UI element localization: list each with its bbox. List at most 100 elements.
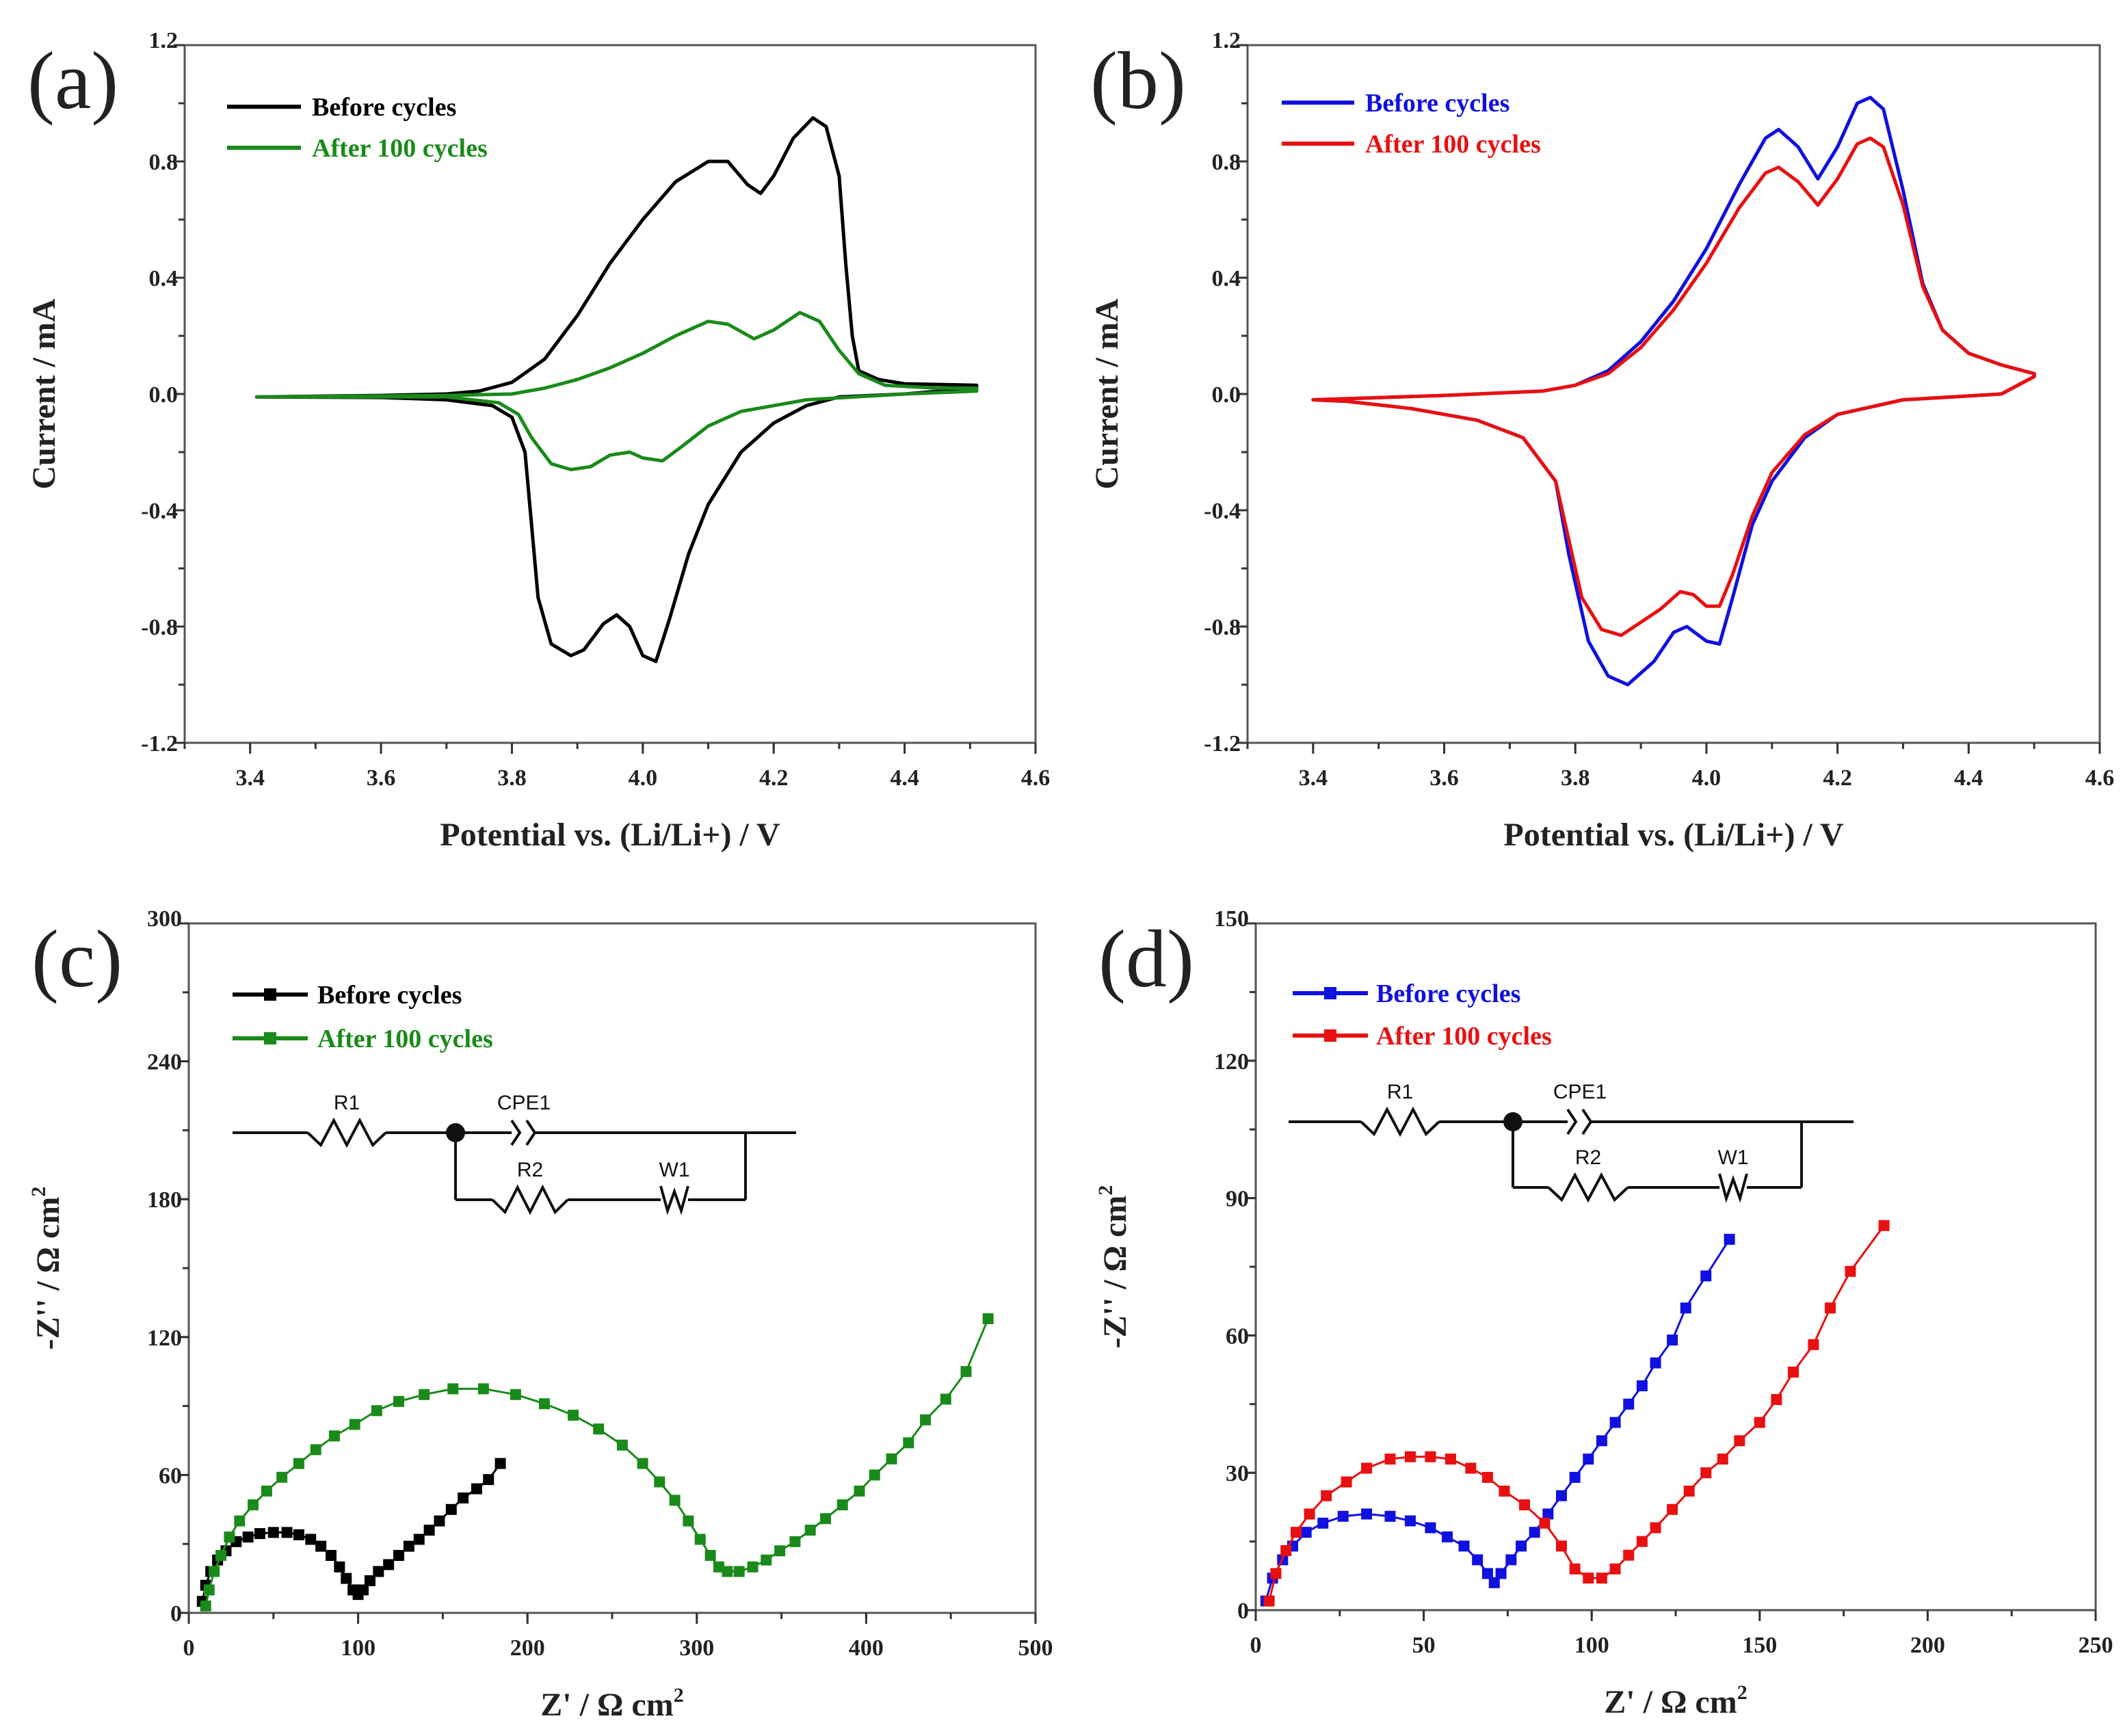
data-point-marker [1596, 1435, 1607, 1447]
panel-label: (c) [31, 913, 122, 1004]
data-point-marker [1361, 1462, 1373, 1474]
data-point-marker [1481, 1568, 1493, 1579]
data-point-marker [371, 1405, 382, 1417]
data-point-marker [423, 1525, 435, 1536]
data-point-marker [1583, 1454, 1594, 1465]
x-axis-label: Potential vs. (Li/Li+) / V [1503, 817, 1843, 853]
data-point-marker [1518, 1499, 1530, 1511]
x-axis-unit-superscript: 2 [1737, 1681, 1748, 1704]
legend-label: After 100 cycles [312, 134, 488, 163]
resistor-r1-icon [306, 1117, 387, 1148]
data-point-marker [733, 1566, 745, 1577]
data-point-marker [940, 1393, 951, 1405]
data-point-marker [242, 1531, 254, 1543]
series-before-cycles [1260, 1233, 1735, 1607]
data-point-marker [234, 1515, 246, 1527]
x-tick-label: 300 [679, 1635, 714, 1661]
data-point-marker [1458, 1540, 1470, 1552]
data-point-marker [1583, 1573, 1594, 1584]
data-point-marker [1263, 1595, 1275, 1607]
data-point-marker [869, 1469, 880, 1481]
y-tick-label: 0 [1237, 1599, 1249, 1624]
data-point-marker [1636, 1380, 1648, 1392]
data-point-marker [1555, 1490, 1567, 1501]
data-point-marker [358, 1584, 369, 1596]
y-axis-label-text: -Z'' / Ω cm [1097, 1196, 1133, 1349]
y-tick-label: -1.2 [1204, 731, 1241, 757]
x-tick-label: 500 [1018, 1635, 1053, 1661]
data-point-marker [1623, 1398, 1635, 1410]
chart-panel-b: 3.4 3.6 3.8 4.0 4.2 4.4 4.6 -1.2 -0.8 -0.4 0.0 0.4 0… [1089, 28, 2114, 853]
data-point-marker [373, 1566, 384, 1577]
data-point-marker [903, 1437, 914, 1449]
data-point-marker [203, 1584, 215, 1596]
y-tick-label: 150 [1214, 906, 1249, 932]
x-tick-label: 3.4 [1299, 765, 1328, 791]
data-point-marker [1321, 1490, 1332, 1501]
data-point-marker [349, 1419, 360, 1430]
y-axis-unit-superscript: 2 [1094, 1185, 1117, 1196]
data-point-marker [1683, 1485, 1695, 1497]
data-point-marker [315, 1540, 327, 1552]
legend-label: Before cycles [312, 93, 456, 122]
data-point-marker [445, 1503, 457, 1515]
x-axis-label: Potential vs. (Li/Li+) / V [440, 817, 780, 853]
x-tick-label: 3.6 [367, 765, 396, 791]
y-tick-label: -0.8 [141, 615, 178, 640]
x-tick-label: 4.2 [759, 765, 789, 791]
series-before-cycles [254, 116, 979, 663]
legend-label: Before cycles [1365, 89, 1509, 118]
data-point-marker [334, 1561, 345, 1573]
data-point-marker [1878, 1220, 1890, 1231]
series-line [254, 116, 979, 663]
data-point-marker [1667, 1503, 1678, 1515]
y-tick-label: 240 [147, 1050, 182, 1075]
data-point-marker [1734, 1435, 1745, 1447]
legend-marker-swatch [1324, 1029, 1336, 1042]
y-tick-label: -0.8 [1204, 615, 1241, 640]
resistor-r2-icon [1547, 1172, 1629, 1203]
data-point-marker [1304, 1508, 1315, 1520]
y-tick-label: 120 [147, 1326, 182, 1351]
legend-entry: After 100 cycles [1293, 1022, 1552, 1051]
x-axis-unit-superscript: 2 [674, 1684, 684, 1707]
data-point-marker [1529, 1527, 1540, 1538]
x-tick-label: 50 [1412, 1633, 1436, 1658]
data-point-marker [1569, 1471, 1581, 1483]
x-tick-label: 400 [849, 1635, 884, 1661]
legend-entry: Before cycles [1293, 979, 1520, 1008]
x-axis-label-text: Potential vs. (Li/Li+) / V [440, 817, 780, 853]
y-tick-label: 180 [147, 1187, 182, 1213]
x-axis-label-text: Potential vs. (Li/Li+) / V [1503, 817, 1843, 853]
data-point-marker [819, 1513, 831, 1525]
x-tick-label: 3.6 [1429, 765, 1459, 791]
data-point-marker [1700, 1270, 1712, 1282]
series-after-100-cycles [200, 1313, 994, 1612]
circuit-label-cpe1: CPE1 [1553, 1081, 1607, 1103]
data-point-marker [447, 1383, 459, 1395]
data-point-marker [1481, 1471, 1493, 1483]
y-axis-label: Current / mA [26, 298, 62, 489]
data-point-marker [200, 1600, 211, 1612]
y-tick-label: 1.2 [149, 28, 179, 53]
circuit-label-r2: R2 [1575, 1146, 1601, 1169]
data-point-marker [209, 1566, 220, 1577]
legend-entry: Before cycles [233, 981, 462, 1010]
y-tick-label: 120 [1214, 1049, 1249, 1075]
data-point-marker [616, 1439, 628, 1451]
y-tick-label: -1.2 [141, 731, 178, 757]
data-point-marker [683, 1515, 694, 1527]
data-point-marker [722, 1566, 733, 1577]
y-axis-unit-superscript: 2 [27, 1187, 50, 1197]
data-point-marker [1270, 1568, 1282, 1579]
circuit-label-w1: W1 [659, 1159, 690, 1181]
data-point-marker [293, 1529, 304, 1540]
data-point-marker [694, 1534, 706, 1545]
series-after-100-cycles [1263, 1220, 1890, 1607]
data-point-marker [419, 1389, 430, 1400]
warburg-w1-icon [1718, 1173, 1748, 1203]
y-axis-label-text: Current / mA [1089, 298, 1125, 489]
data-point-marker [1623, 1549, 1635, 1561]
y-axis-label: -Z'' / Ω cm2 [1094, 1185, 1133, 1349]
